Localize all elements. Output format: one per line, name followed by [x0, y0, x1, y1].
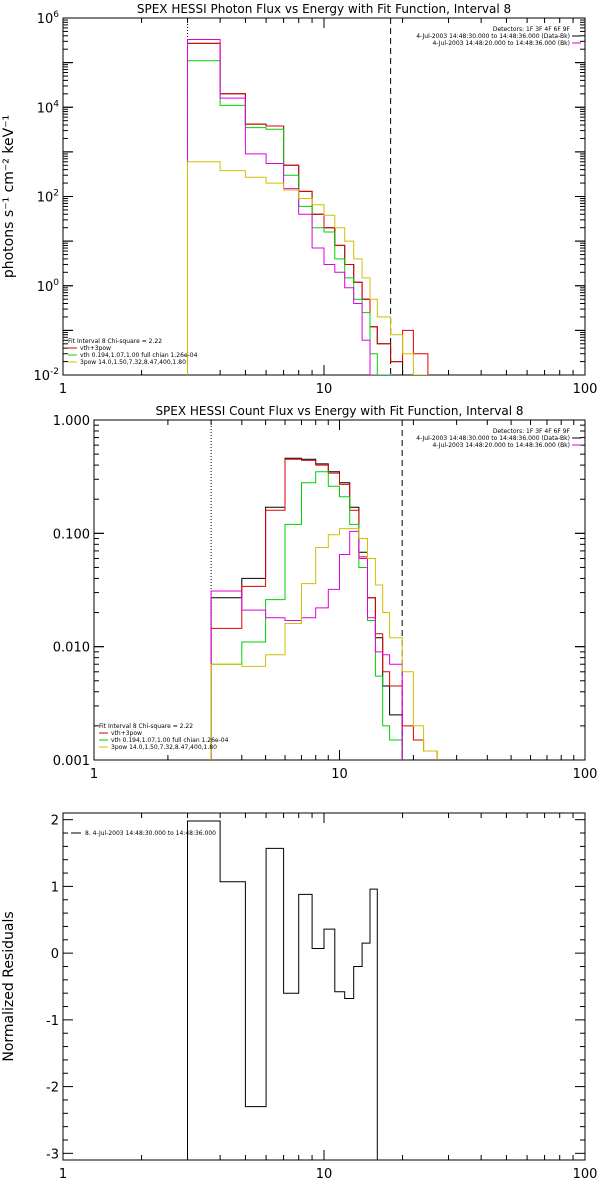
legend-entry: Fit Interval 8 Chi-square = 2.22 [68, 338, 162, 345]
series-3 [187, 60, 391, 375]
y-tick-exponent: 6 [53, 10, 59, 20]
y-axis-label: Normalized Residuals [1, 911, 17, 1061]
legend-entry: vth 0.194,1.07,1.00 full chian 1.26e-04 [80, 352, 198, 359]
legend-entry: 4-Jul-2003 14:48:30.000 to 14:48:36.000 … [416, 33, 570, 40]
plot-frame [62, 812, 586, 1161]
plot-frame [62, 17, 586, 376]
legend-entry: 3pow 14.0,1.50,7.32,8.47,400,1.80 [80, 359, 186, 366]
series-step-line [210, 458, 438, 760]
series-1 [187, 820, 378, 1160]
x-tick-label: 10 [331, 767, 348, 782]
legend-entry: vth 0.194,1.07,1.00 full chian 1.26e-04 [111, 737, 229, 744]
y-axis: 0.001 0.010 0.100 1.000 [53, 414, 585, 769]
series-2 [210, 458, 438, 760]
series-step-line [187, 820, 378, 1160]
series-step-line [210, 528, 438, 760]
series-step-line [187, 42, 429, 375]
x-tick-label: 1 [59, 1167, 67, 1182]
y-tick-label: 104 [37, 99, 60, 116]
y-tick-exponent: 2 [53, 189, 59, 199]
plot-frame [93, 419, 586, 761]
y-tick-label: 0.100 [53, 527, 90, 542]
y-tick-label: -2 [46, 1081, 59, 1096]
y-tick-label: -1 [46, 1014, 59, 1029]
legend-entry: vth+3pow [111, 730, 142, 737]
legend-entry: 8. 4-Jul-2003 14:48:30.000 to 14:48:36.0… [85, 830, 216, 837]
y-tick-exponent: 4 [53, 99, 59, 109]
series-4 [187, 39, 378, 375]
y-tick-label: 102 [37, 189, 59, 206]
series-step-line [210, 530, 403, 760]
y-axis: -3 -2 -1 0 1 2 [46, 814, 585, 1162]
legend-top-left: 8. 4-Jul-2003 14:48:30.000 to 14:48:36.0… [71, 830, 216, 837]
legend-top-right: Detectors: 1F 3F 4F 6F 9F4-Jul-2003 14:4… [416, 26, 581, 47]
x-tick-label: 1 [59, 382, 67, 397]
legend-bottom-left: Fit Interval 8 Chi-square = 2.22vth+3pow… [68, 338, 198, 366]
y-tick-exponent: 0 [53, 278, 59, 288]
legend-entry: 4-Jul-2003 14:48:20.000 to 14:48:36.000 … [432, 442, 570, 449]
panel-photon: SPEX HESSI Photon Flux vs Energy with Fi… [1, 2, 597, 397]
x-axis: 1 10 100 [59, 813, 598, 1182]
series-3 [210, 471, 403, 760]
legend-entry: Detectors: 1F 3F 4F 6F 9F [493, 428, 571, 435]
y-axis-label: photons s⁻¹ cm⁻² keV⁻¹ [1, 115, 17, 278]
y-tick-label: -3 [46, 1147, 59, 1162]
y-tick-base: 10 [37, 12, 54, 27]
y-tick-label: 0 [51, 947, 59, 962]
y-tick-label: 1.000 [53, 414, 90, 429]
x-tick-label: 1 [90, 767, 98, 782]
y-tick-base: 10 [37, 191, 54, 206]
series-4 [210, 530, 403, 760]
legend-entry: 4-Jul-2003 14:48:20.000 to 14:48:36.000 … [432, 40, 570, 47]
y-tick-label: 10-2 [33, 367, 59, 384]
series-2 [187, 42, 429, 375]
x-tick-label: 100 [573, 1167, 598, 1182]
series-step-line [210, 471, 403, 760]
series-5 [187, 161, 428, 375]
legend-bottom-left: Fit Interval 8 Chi-square = 2.22vth+3pow… [99, 723, 229, 751]
legend-entry: 4-Jul-2003 14:48:30.000 to 14:48:36.000 … [416, 435, 570, 442]
series-step-line [187, 161, 428, 375]
x-tick-label: 10 [316, 382, 333, 397]
x-tick-label: 100 [573, 382, 598, 397]
y-tick-exponent: -2 [50, 367, 59, 377]
y-tick-label: 100 [37, 278, 60, 295]
legend-top-right: Detectors: 1F 3F 4F 6F 9F4-Jul-2003 14:4… [416, 428, 581, 449]
legend-entry: Detectors: 1F 3F 4F 6F 9F [493, 26, 571, 33]
series-step-line [187, 60, 391, 375]
legend-entry: Fit Interval 8 Chi-square = 2.22 [99, 723, 193, 730]
y-tick-base: 10 [37, 101, 54, 116]
y-tick-label: 1 [51, 880, 59, 895]
y-tick-label: 106 [37, 10, 60, 27]
legend-entry: vth+3pow [80, 345, 111, 352]
panel-count: SPEX HESSI Count Flux vs Energy with Fit… [53, 404, 598, 782]
chart-title: SPEX HESSI Count Flux vs Energy with Fit… [155, 404, 523, 418]
series-step-line [187, 39, 378, 375]
series-5 [210, 528, 438, 760]
x-tick-label: 10 [316, 1167, 333, 1182]
legend-entry: 3pow 14.0,1.50,7.32,8.47,400,1.80 [111, 744, 217, 751]
y-tick-base: 10 [37, 280, 54, 295]
x-tick-label: 100 [573, 767, 598, 782]
y-tick-label: 0.010 [53, 641, 90, 656]
y-tick-label: 0.001 [53, 754, 90, 769]
y-tick-label: 2 [51, 814, 59, 829]
y-tick-base: 10 [33, 369, 50, 384]
panel-resid: 1 10 100 -3 -2 -1 0 1 2 Normalized Residuals 8. 4-… [1, 812, 598, 1182]
chart-title: SPEX HESSI Photon Flux vs Energy with Fi… [137, 2, 511, 16]
